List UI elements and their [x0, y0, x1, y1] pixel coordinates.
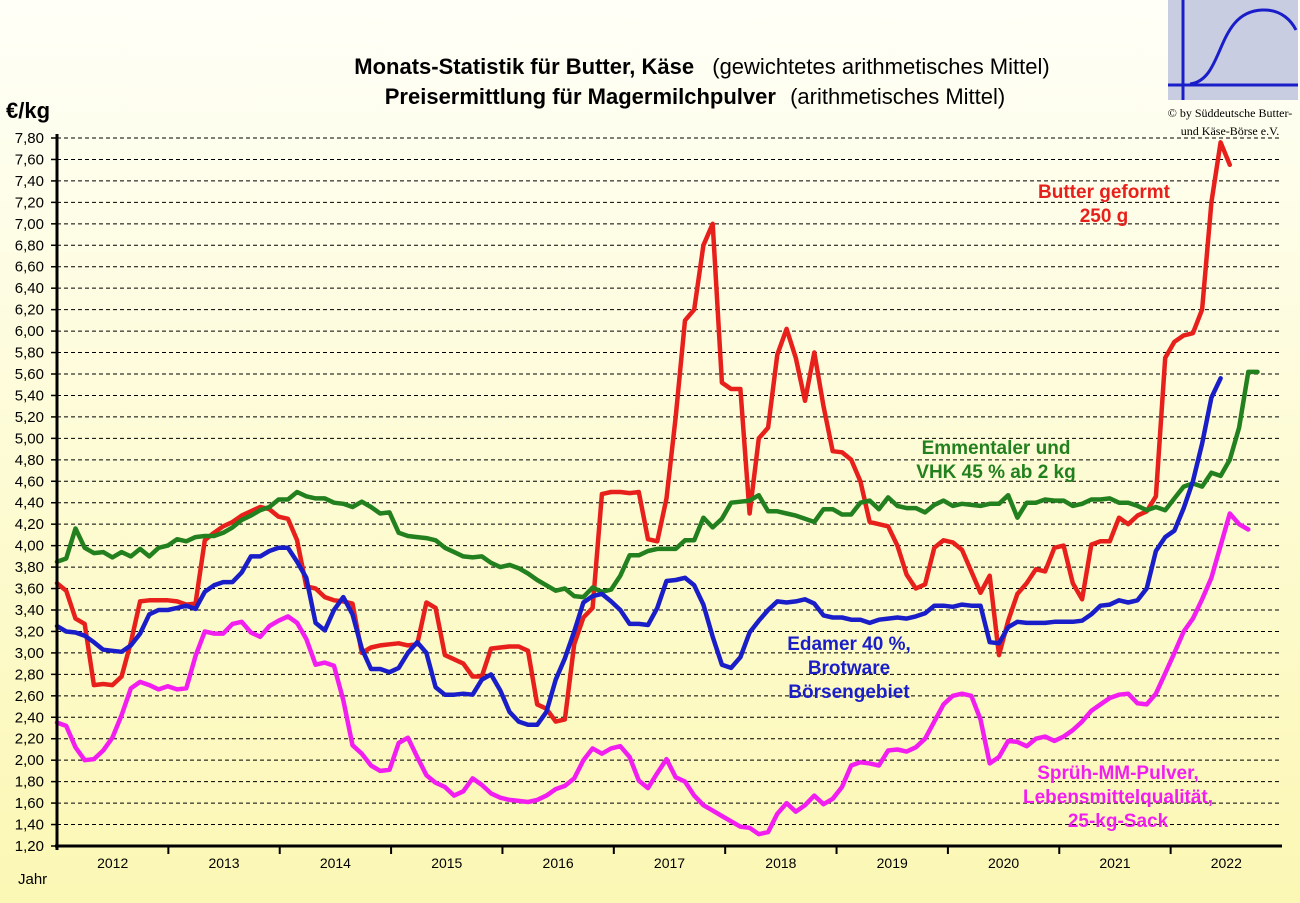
x-tick-label: 2017	[654, 855, 685, 871]
x-tick-label: 2012	[97, 855, 128, 871]
series-labels: Butter geformt 250 g Emmentaler und VHK 45 …	[787, 182, 1213, 832]
y-tick-label: 3,00	[15, 645, 44, 662]
y-tick-label: 3,40	[15, 602, 44, 619]
y-tick-label: 6,80	[15, 237, 44, 254]
chart-title-line2: Preisermittlung für Magermilchpulver (ar…	[385, 84, 1005, 109]
x-tick-label: 2022	[1211, 855, 1242, 871]
series-line-emmentaler	[54, 369, 1260, 600]
y-tick-label: 6,40	[15, 280, 44, 297]
series-label-emmentaler: Emmentaler und	[922, 438, 1071, 459]
y-tick-label: 5,60	[15, 366, 44, 383]
x-tick-label: 2014	[320, 855, 351, 871]
axes	[55, 134, 1282, 850]
title-line2-normal: (arithmetisches Mittel)	[790, 84, 1005, 109]
y-tick-label: 5,20	[15, 409, 44, 426]
y-tick-label: 2,20	[15, 731, 44, 748]
series-label-edamer: Brotware	[808, 658, 890, 679]
y-tick-label: 7,60	[15, 151, 44, 168]
y-tick-label: 7,20	[15, 194, 44, 211]
y-tick-label: 1,80	[15, 774, 44, 791]
x-tick-label: 2021	[1099, 855, 1130, 871]
y-tick-label: 7,80	[15, 130, 44, 147]
x-tick-label: 2016	[543, 855, 574, 871]
y-tick-label: 2,60	[15, 688, 44, 705]
y-tick-label: 6,00	[15, 323, 44, 340]
title-line1-bold: Monats-Statistik für Butter, Käse	[354, 54, 694, 79]
y-tick-label: 4,80	[15, 452, 44, 469]
y-tick-label: 7,40	[15, 173, 44, 190]
y-tick-label: 1,60	[15, 795, 44, 812]
y-tick-label: 2,40	[15, 709, 44, 726]
series-label-edamer: Börsengebiet	[788, 682, 910, 703]
x-axis-ticks: 2012 2013 2014 2015 2016 2017 2018 2019 2020 2021…	[97, 846, 1242, 871]
y-tick-label: 4,00	[15, 538, 44, 555]
x-tick-label: 2018	[765, 855, 796, 871]
y-tick-label: 6,20	[15, 302, 44, 319]
series-line-butter	[54, 140, 1233, 724]
series-label-mmp: 25-kg-Sack	[1068, 811, 1169, 832]
y-tick-label: 5,80	[15, 345, 44, 362]
y-tick-label: 4,60	[15, 473, 44, 490]
series-label-emmentaler: VHK 45 % ab 2 kg	[916, 462, 1075, 483]
series-label-butter: 250 g	[1080, 206, 1129, 227]
s-curve-logo-icon	[1168, 0, 1298, 100]
y-tick-label: 4,40	[15, 495, 44, 512]
series-label-mmp: Lebensmittelqualität,	[1023, 787, 1213, 808]
y-tick-label: 5,00	[15, 430, 44, 447]
series-label-mmp: Sprüh-MM-Pulver,	[1037, 763, 1199, 784]
title-line2-bold: Preisermittlung für Magermilchpulver	[385, 84, 777, 109]
x-axis-label: Jahr	[18, 871, 47, 888]
grid	[57, 137, 1282, 826]
title-line1-normal: (gewichtetes arithmetisches Mittel)	[712, 54, 1049, 79]
y-tick-label: 2,00	[15, 752, 44, 769]
y-axis-ticks: 1,20 1,40 1,60 1,80 2,00 2,20 2,40 2,60 2,80 3,00…	[15, 130, 57, 855]
y-tick-label: 2,80	[15, 666, 44, 683]
x-tick-label: 2020	[988, 855, 1019, 871]
y-tick-label: 4,20	[15, 516, 44, 533]
y-tick-label: 1,20	[15, 838, 44, 855]
series-line-edamer	[54, 376, 1223, 728]
y-tick-label: 3,60	[15, 581, 44, 598]
y-axis-label: €/kg	[6, 98, 50, 123]
y-tick-label: 3,80	[15, 559, 44, 576]
y-tick-label: 6,60	[15, 259, 44, 276]
copyright-line2: und Käse-Börse e.V.	[1181, 124, 1279, 138]
series-line-mmp	[54, 511, 1251, 837]
y-tick-label: 7,00	[15, 216, 44, 233]
y-tick-label: 3,20	[15, 623, 44, 640]
x-tick-label: 2019	[877, 855, 908, 871]
series-lines	[54, 140, 1260, 837]
y-tick-label: 5,40	[15, 387, 44, 404]
x-tick-label: 2015	[431, 855, 462, 871]
series-label-edamer: Edamer 40 %,	[787, 634, 911, 655]
copyright-line1: © by Süddeutsche Butter-	[1168, 106, 1293, 120]
y-tick-label: 1,40	[15, 817, 44, 834]
x-tick-label: 2013	[208, 855, 239, 871]
chart-title-line1: Monats-Statistik für Butter, Käse (gewic…	[354, 54, 1049, 79]
series-label-butter: Butter geformt	[1038, 182, 1171, 203]
